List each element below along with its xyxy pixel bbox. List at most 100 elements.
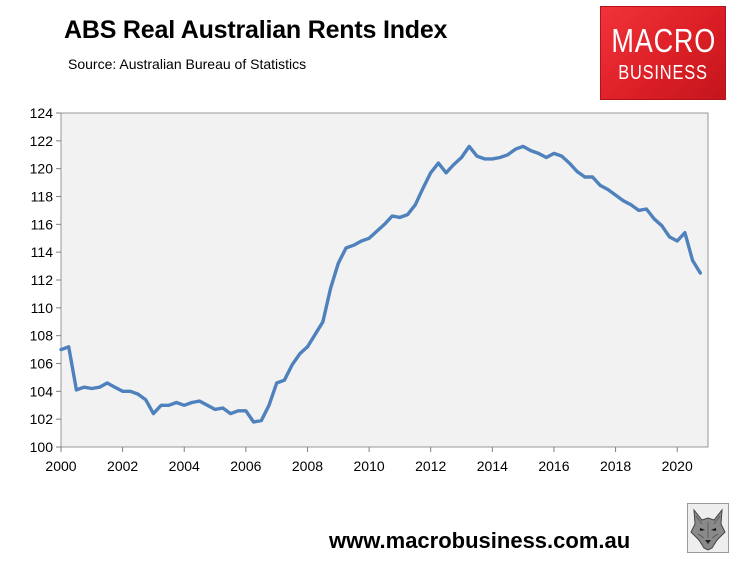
- logo-text-line2: BUSINESS: [618, 62, 708, 84]
- data-point: [437, 161, 440, 165]
- data-point: [529, 149, 533, 152]
- data-point: [406, 213, 409, 216]
- y-axis: 100 102 104 106 108 110 112 114 116 118 120 122 124: [30, 105, 61, 455]
- x-tick-label: 2002: [107, 458, 138, 474]
- data-points: [59, 145, 702, 424]
- logo-text-line1: MACRO: [611, 22, 717, 59]
- data-point: [313, 333, 317, 336]
- wolf-emblem-icon: [687, 503, 729, 553]
- y-tick-label: 116: [31, 216, 54, 232]
- plot-area: [60, 112, 709, 448]
- data-point: [67, 345, 70, 348]
- data-point: [106, 381, 109, 385]
- data-point: [568, 161, 571, 165]
- data-point: [622, 199, 625, 202]
- x-tick-label: 2004: [169, 458, 200, 474]
- y-tick-label: 122: [30, 133, 54, 149]
- data-point: [329, 287, 332, 290]
- data-point: [113, 385, 117, 389]
- data-point: [545, 156, 548, 159]
- data-point: [660, 224, 663, 227]
- y-tick-label: 104: [30, 383, 54, 399]
- data-point: [398, 216, 402, 219]
- y-tick-label: 124: [30, 105, 54, 121]
- y-tick-label: 102: [30, 411, 54, 427]
- data-point: [298, 352, 301, 355]
- x-axis: 2000 2002 2004 2006 2008 2010 2012 2014 2016 2018…: [45, 447, 693, 474]
- x-tick-label: 2010: [354, 458, 385, 474]
- data-point: [275, 381, 278, 385]
- data-point: [575, 170, 579, 173]
- data-point: [221, 406, 224, 410]
- data-point: [321, 320, 325, 323]
- data-point: [383, 223, 386, 226]
- data-point: [444, 171, 448, 175]
- data-point: [629, 203, 633, 207]
- x-tick-label: 2018: [600, 458, 631, 474]
- data-point: [82, 385, 86, 389]
- data-point: [175, 401, 178, 404]
- data-point: [614, 193, 617, 197]
- data-point: [352, 244, 355, 247]
- data-point: [491, 157, 494, 161]
- data-point: [98, 385, 101, 389]
- data-point: [306, 345, 309, 348]
- y-tick-label: 114: [31, 244, 54, 260]
- macro-business-logo: MACRO BUSINESS: [600, 6, 726, 100]
- data-point: [537, 152, 540, 155]
- data-point: [167, 404, 171, 407]
- data-point: [183, 404, 186, 407]
- data-point: [675, 239, 679, 243]
- data-point: [598, 184, 602, 187]
- x-tick-label: 2014: [477, 458, 508, 474]
- data-point: [699, 271, 702, 275]
- data-point: [136, 392, 140, 396]
- y-tick-label: 110: [31, 300, 54, 316]
- y-tick-label: 100: [30, 439, 54, 455]
- chart-subtitle: Source: Australian Bureau of Statistics: [68, 56, 307, 72]
- data-point: [652, 217, 656, 220]
- x-tick-label: 2012: [415, 458, 446, 474]
- y-tick-label: 112: [31, 272, 54, 288]
- data-point: [190, 401, 194, 404]
- data-point: [521, 145, 525, 148]
- footer-url[interactable]: www.macrobusiness.com.au: [329, 528, 631, 553]
- data-point: [468, 145, 471, 148]
- data-point: [483, 157, 486, 161]
- data-point: [583, 175, 586, 179]
- data-point: [198, 399, 201, 403]
- data-point: [159, 404, 163, 407]
- data-point: [75, 388, 78, 392]
- data-point: [121, 390, 124, 393]
- series-line-rent-index: [59, 144, 702, 424]
- x-tick-label: 2006: [230, 458, 261, 474]
- data-point: [267, 404, 271, 407]
- data-point: [144, 398, 147, 401]
- data-point: [344, 246, 348, 250]
- data-point: [283, 379, 286, 382]
- chart-title: ABS Real Australian Rents Index: [64, 16, 448, 44]
- data-point: [691, 259, 694, 262]
- x-tick-label: 2000: [45, 458, 76, 474]
- x-tick-label: 2008: [292, 458, 323, 474]
- data-point: [452, 163, 456, 166]
- data-point: [152, 412, 155, 415]
- data-point: [129, 390, 132, 393]
- data-point: [514, 147, 517, 151]
- data-point: [645, 207, 648, 211]
- data-point: [244, 409, 248, 413]
- data-point: [421, 186, 425, 190]
- data-point: [229, 412, 232, 415]
- data-point: [391, 214, 394, 218]
- y-tick-label: 108: [30, 328, 54, 344]
- data-point: [414, 203, 417, 207]
- y-tick-label: 120: [30, 161, 54, 177]
- x-tick-label: 2020: [662, 458, 693, 474]
- data-point: [213, 408, 217, 411]
- data-point: [637, 209, 640, 212]
- data-point: [560, 154, 563, 158]
- data-point: [683, 231, 687, 234]
- data-point: [668, 235, 671, 239]
- data-point: [460, 156, 463, 159]
- data-point: [260, 419, 263, 422]
